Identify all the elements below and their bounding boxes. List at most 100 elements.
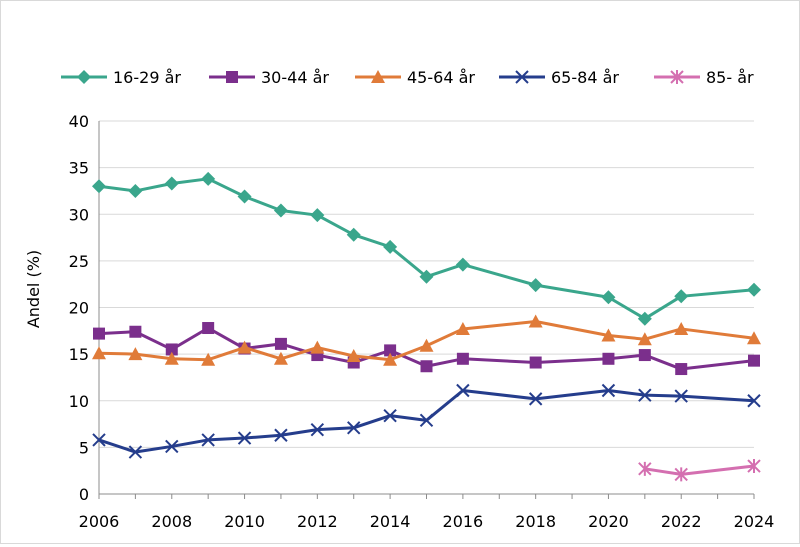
data-point xyxy=(674,321,689,335)
x-tick-label: 2020 xyxy=(588,512,629,531)
x-tick-labels: 2006 2008 2010 2012 2014 2016 2018 2020 2022 2024 xyxy=(79,512,775,531)
y-axis-label: Andel (%) xyxy=(24,250,43,328)
series-line xyxy=(644,464,755,476)
data-point xyxy=(528,392,543,406)
data-point xyxy=(237,431,252,445)
data-point xyxy=(674,467,688,482)
data-point xyxy=(456,383,470,398)
series-line xyxy=(98,319,755,362)
data-point xyxy=(384,344,397,357)
data-point xyxy=(419,338,434,352)
data-point xyxy=(455,321,470,335)
data-point xyxy=(674,289,689,304)
data-point xyxy=(310,422,325,437)
data-point xyxy=(92,346,106,360)
data-point xyxy=(601,328,616,342)
data-point xyxy=(274,337,287,350)
data-point xyxy=(164,176,179,191)
data-point xyxy=(128,183,143,198)
data-point xyxy=(638,349,651,362)
data-point xyxy=(165,439,179,454)
data-point xyxy=(419,269,434,284)
series-2 xyxy=(92,314,761,366)
y-tick-label: 35 xyxy=(69,159,89,178)
grid-lines xyxy=(99,120,754,448)
legend-marker xyxy=(670,70,684,84)
data-point xyxy=(237,340,252,354)
data-point xyxy=(383,352,398,366)
series-line xyxy=(98,388,755,454)
data-point xyxy=(346,348,361,362)
legend-entry: 30-44 år xyxy=(209,68,329,87)
x-tick-label: 2012 xyxy=(297,512,338,531)
y-tick-label: 40 xyxy=(69,112,89,131)
data-point xyxy=(201,433,215,447)
legend-label: 85- år xyxy=(706,68,754,87)
y-tick-label: 25 xyxy=(69,252,89,271)
legend: 16-29 år 30-44 år 45-64 år 65-84 år 85- år xyxy=(61,68,754,87)
legend-marker xyxy=(371,70,385,83)
data-point xyxy=(637,311,652,326)
data-point xyxy=(602,352,615,365)
data-point xyxy=(601,290,616,305)
series-0 xyxy=(92,171,761,326)
y-tick-label: 10 xyxy=(69,392,89,411)
data-point xyxy=(273,203,288,218)
x-tick-label: 2010 xyxy=(224,512,265,531)
data-point xyxy=(747,459,761,474)
data-point xyxy=(310,340,325,354)
data-point xyxy=(601,383,616,398)
legend-entry: 85- år xyxy=(654,68,754,87)
y-tick-label: 20 xyxy=(69,299,89,318)
data-point xyxy=(201,171,216,186)
x-tick-label: 2022 xyxy=(661,512,702,531)
legend-label: 45-64 år xyxy=(407,68,475,87)
x-tick-label: 2006 xyxy=(79,512,120,531)
data-point xyxy=(638,388,652,402)
data-point xyxy=(420,360,433,373)
x-tick-label: 2014 xyxy=(370,512,411,531)
x-tick-label: 2008 xyxy=(151,512,192,531)
data-point xyxy=(674,389,688,403)
legend-entry: 65-84 år xyxy=(499,68,619,87)
data-point xyxy=(92,179,106,194)
data-point xyxy=(529,356,542,369)
y-tick-label: 5 xyxy=(79,438,89,457)
data-point xyxy=(456,352,469,365)
series-line xyxy=(98,177,755,321)
y-tick-labels: 0 5 10 15 20 25 30 35 40 xyxy=(69,112,89,504)
y-tick-label: 0 xyxy=(79,485,89,504)
data-point xyxy=(202,322,215,335)
series-4 xyxy=(638,459,761,482)
series-layer xyxy=(92,171,761,482)
legend-label: 30-44 år xyxy=(261,68,329,87)
data-point xyxy=(675,363,688,376)
legend-marker xyxy=(515,70,529,84)
data-point xyxy=(129,325,142,338)
legend-marker xyxy=(77,70,91,84)
x-tick-label: 2018 xyxy=(515,512,556,531)
data-point xyxy=(93,327,105,340)
axes xyxy=(98,121,755,499)
data-point xyxy=(638,461,652,476)
legend-marker xyxy=(226,71,238,83)
data-point xyxy=(383,239,398,254)
data-point xyxy=(165,343,178,356)
data-point xyxy=(528,278,543,293)
data-point xyxy=(128,347,143,361)
legend-label: 65-84 år xyxy=(551,68,619,87)
data-point xyxy=(528,314,543,328)
data-point xyxy=(346,227,361,242)
series-3 xyxy=(92,383,761,459)
data-point xyxy=(747,394,761,408)
data-point xyxy=(347,421,361,435)
legend-entry: 45-64 år xyxy=(355,68,475,87)
data-point xyxy=(237,189,252,204)
data-point xyxy=(747,282,761,297)
data-point xyxy=(92,433,106,447)
y-tick-label: 15 xyxy=(69,345,89,364)
x-tick-label: 2016 xyxy=(443,512,484,531)
data-point xyxy=(637,332,652,346)
